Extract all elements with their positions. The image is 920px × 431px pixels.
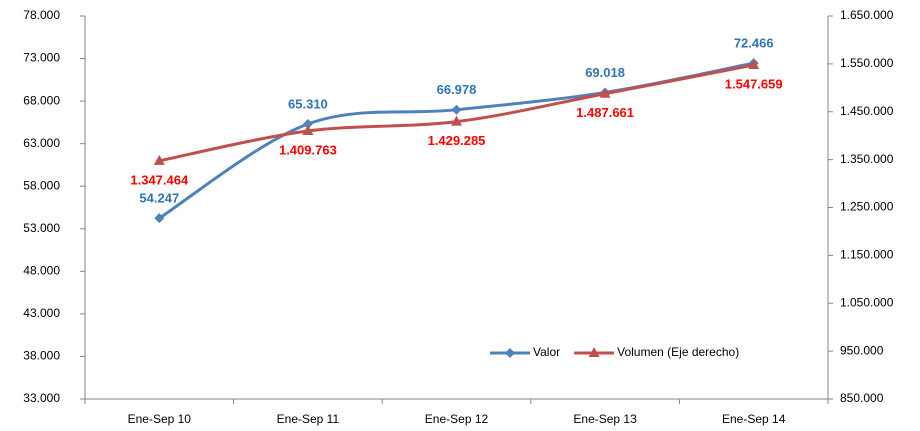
y-tick-label: 68.000 [23, 93, 60, 107]
x-tick-label: Ene-Sep 11 [277, 412, 340, 426]
y2-tick-label: 1.150.000 [840, 248, 894, 262]
y-tick-label: 53.000 [23, 221, 60, 235]
x-tick-label: Ene-Sep 14 [722, 412, 786, 426]
marker [302, 125, 314, 136]
y-tick-label: 38.000 [23, 349, 60, 363]
x-tick-label: Ene-Sep 10 [128, 412, 192, 426]
y-tick-label: 63.000 [23, 136, 60, 150]
y2-tick-label: 950.000 [840, 343, 884, 357]
y-tick-label: 33.000 [23, 391, 60, 405]
data-label: 1.347.464 [130, 172, 189, 187]
marker [302, 119, 313, 130]
marker [153, 154, 165, 165]
legend-label: Volumen (Eje derecho) [617, 345, 739, 359]
data-label: 66.978 [437, 82, 477, 97]
x-tick-label: Ene-Sep 12 [425, 412, 489, 426]
marker [451, 115, 462, 126]
legend-label: Valor [533, 345, 560, 359]
data-label: 1.487.661 [576, 105, 634, 120]
data-label: 69.018 [585, 65, 625, 80]
y-tick-label: 48.000 [23, 264, 60, 278]
y-tick-label: 73.000 [23, 51, 60, 65]
legend-marker [505, 348, 515, 358]
y2-tick-label: 1.450.000 [840, 104, 894, 118]
data-label: 65.310 [288, 96, 328, 111]
data-label: 1.429.285 [428, 133, 486, 148]
marker [599, 87, 611, 98]
marker [154, 213, 165, 224]
y2-tick-label: 1.350.000 [840, 152, 894, 166]
data-label: 1.547.659 [725, 76, 783, 91]
data-label: 1.409.763 [279, 142, 337, 157]
x-tick-label: Ene-Sep 13 [573, 412, 637, 426]
marker [748, 58, 760, 69]
y2-tick-label: 1.650.000 [840, 8, 894, 22]
y2-tick-label: 850.000 [840, 391, 884, 405]
y2-tick-label: 1.050.000 [840, 295, 894, 309]
y2-tick-label: 1.550.000 [840, 56, 894, 70]
y-tick-label: 58.000 [23, 178, 60, 192]
data-label: 54.247 [139, 191, 179, 206]
legend-marker [588, 347, 600, 357]
y2-tick-label: 1.250.000 [840, 200, 894, 214]
y-tick-label: 78.000 [23, 8, 60, 22]
y-tick-label: 43.000 [23, 306, 60, 320]
data-label: 72.466 [734, 36, 774, 51]
marker [451, 104, 462, 115]
